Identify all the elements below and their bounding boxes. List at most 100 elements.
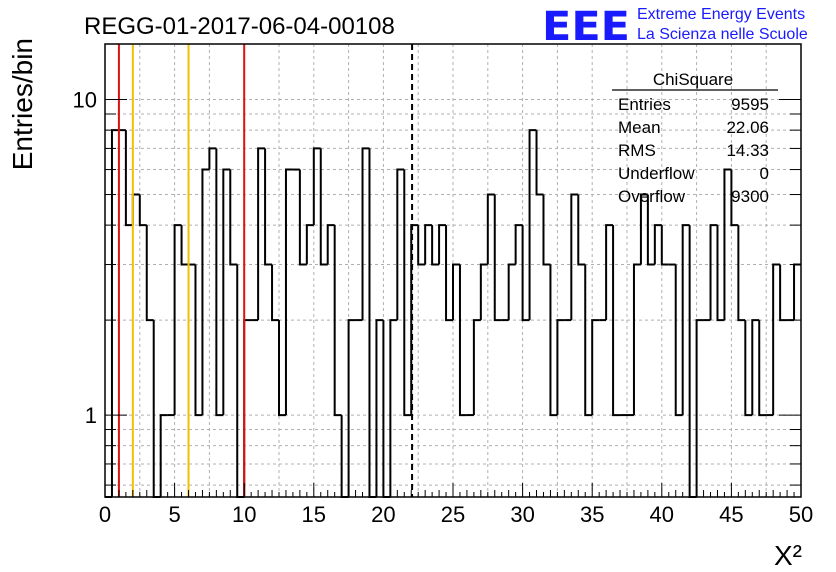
x-tick-label: 35: [580, 502, 604, 527]
histogram-bin: [361, 147, 370, 321]
histogram-bin: [632, 263, 641, 416]
histogram-bin: [159, 414, 168, 497]
histogram-bin: [403, 169, 412, 417]
stats-box-title: ChiSquare: [653, 70, 733, 89]
histogram-bin: [486, 193, 495, 265]
histogram-bin: [152, 320, 161, 498]
y-tick-label: 1: [85, 403, 97, 428]
histogram-bin: [646, 194, 655, 266]
histogram-bin: [570, 193, 579, 321]
histogram-bin: [452, 263, 460, 321]
histogram-bin: [194, 264, 203, 417]
histogram-bin: [438, 224, 447, 265]
histogram-bin: [716, 225, 725, 322]
histogram-bin: [243, 319, 252, 497]
histogram-bin: [236, 264, 245, 498]
stats-value-underflow: 0: [760, 164, 769, 183]
eee-logo-mark: EEE: [542, 4, 630, 50]
histogram-bin: [542, 194, 551, 266]
histogram-bin: [396, 168, 405, 321]
histogram-bin: [201, 168, 210, 416]
histogram-bin: [368, 148, 377, 498]
histogram-bin: [779, 264, 788, 322]
histogram-bin: [639, 193, 648, 265]
histogram-bin: [333, 225, 342, 417]
histogram-bin: [284, 168, 293, 416]
y-tick-label: 10: [73, 88, 97, 113]
histogram-bin: [264, 148, 273, 266]
histogram-bin: [681, 224, 690, 416]
stats-value-overflow: 9300: [731, 187, 769, 206]
histogram-bin: [528, 129, 537, 321]
histogram-bin: [298, 169, 307, 266]
histogram-bin: [424, 224, 433, 265]
histogram-bin: [591, 319, 600, 416]
histogram-bin: [389, 319, 398, 497]
stats-row-overflow: Overflow 9300: [618, 187, 769, 206]
histogram-bin: [375, 319, 384, 497]
chart-title: REGG-01-2017-06-04-00108: [84, 13, 395, 40]
histogram-bin: [723, 168, 732, 321]
histogram-bin: [793, 263, 801, 321]
x-tick-label: 15: [302, 502, 326, 527]
histogram-bin: [556, 319, 565, 416]
stats-box: ChiSquare Entries 9595 Mean 22.06 RMS 14…: [612, 70, 778, 206]
stats-row-underflow: Underflow 0: [618, 164, 769, 183]
histogram-bars: [105, 129, 801, 498]
stats-label-rms: RMS: [618, 141, 656, 160]
histogram-bin: [138, 194, 147, 227]
histogram-bin: [660, 225, 669, 266]
histogram-bin: [549, 264, 558, 417]
histogram-bin: [257, 147, 266, 321]
stats-label-entries: Entries: [618, 95, 671, 114]
histogram-bin: [493, 194, 502, 322]
histogram-bin: [688, 225, 697, 498]
stats-row-rms: RMS 14.33: [618, 141, 769, 160]
histogram-bin: [758, 320, 767, 417]
histogram-bin: [521, 225, 530, 322]
histogram-bin: [431, 225, 440, 266]
histogram-bin: [445, 225, 453, 322]
stats-value-rms: 14.33: [726, 141, 769, 160]
x-axis-label: X²: [774, 540, 802, 571]
histogram-bin: [674, 264, 683, 417]
histogram-bin: [326, 224, 335, 265]
histogram-bin: [709, 224, 718, 321]
stats-label-overflow: Overflow: [618, 187, 686, 206]
histogram-bin: [514, 224, 523, 265]
x-tick-label: 10: [232, 502, 256, 527]
histogram-bin: [751, 319, 760, 416]
histogram-bin: [417, 225, 426, 266]
histogram-bin: [278, 320, 286, 417]
stats-row-entries: Entries 9595: [618, 95, 769, 114]
stats-row-mean: Mean 22.06: [618, 118, 769, 137]
histogram-bin: [319, 148, 328, 266]
x-tick-label: 0: [99, 502, 111, 527]
histogram-bin: [305, 224, 314, 265]
histogram-bin: [229, 169, 238, 266]
histogram-bin: [222, 168, 231, 416]
stats-label-mean: Mean: [618, 118, 661, 137]
axes: [104, 43, 802, 498]
histogram-bin: [180, 225, 189, 266]
histogram-bin: [605, 224, 614, 321]
x-tick-label: 40: [650, 502, 674, 527]
eee-logo: EEE Extreme Energy Events La Scienza nel…: [542, 4, 808, 50]
histogram-bin: [479, 263, 488, 321]
histogram-bin: [131, 193, 140, 226]
eee-logo-line2: La Scienza nelle Scuole: [637, 26, 808, 43]
histogram-bin: [208, 147, 217, 170]
histogram-bin: [271, 264, 279, 322]
histogram-bin: [612, 225, 621, 417]
x-tick-label: 30: [510, 502, 534, 527]
stats-label-underflow: Underflow: [618, 164, 695, 183]
x-tick-label: 20: [371, 502, 395, 527]
histogram-bin: [737, 225, 746, 322]
eee-logo-line1: Extreme Energy Events: [637, 6, 805, 23]
histogram-bin: [730, 169, 739, 227]
x-tick-label: 50: [789, 502, 813, 527]
histogram-bin: [215, 148, 224, 417]
histogram-bin: [584, 264, 593, 417]
histogram-bin: [507, 263, 516, 321]
